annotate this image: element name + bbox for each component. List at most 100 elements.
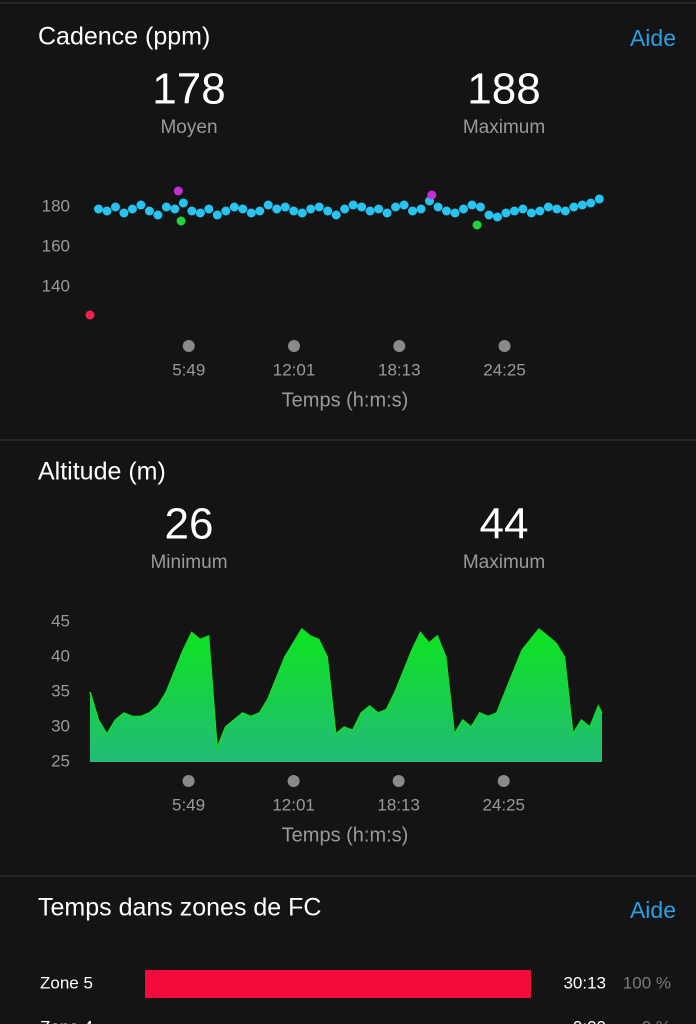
data-point (416, 204, 426, 214)
data-point (127, 204, 137, 214)
data-point (475, 202, 485, 212)
x-tick-dot (182, 340, 195, 352)
data-point (93, 204, 103, 214)
data-point (408, 206, 418, 216)
x-tick-label: 12:01 (272, 795, 315, 814)
y-tick-label: 160 (42, 236, 70, 255)
data-point (569, 202, 579, 212)
stat-value: 178 (152, 65, 225, 114)
data-point (365, 206, 375, 216)
data-point (433, 202, 443, 212)
data-point (314, 202, 324, 212)
stat-label: Maximum (463, 552, 545, 573)
data-point (586, 198, 596, 208)
data-point (297, 208, 307, 218)
data-point (492, 212, 502, 222)
data-point (391, 202, 401, 212)
data-point (204, 204, 214, 214)
y-tick-label: 25 (51, 751, 70, 770)
x-axis-label: Temps (h:m:s) (282, 824, 409, 846)
x-tick-dot (393, 340, 406, 352)
data-point (331, 210, 341, 220)
section-title: Temps dans zones de FC (38, 894, 321, 922)
x-tick-label: 24:25 (482, 795, 525, 814)
data-point (176, 216, 186, 226)
data-point (102, 206, 112, 216)
section-title: Cadence (ppm) (38, 23, 210, 51)
data-point (323, 206, 333, 216)
data-point (399, 200, 409, 210)
data-point (459, 204, 469, 214)
x-tick-dot (182, 775, 195, 787)
help-link[interactable]: Aide (630, 897, 676, 923)
help-link[interactable]: Aide (630, 25, 676, 51)
area (90, 629, 602, 762)
data-point (289, 206, 299, 216)
data-point (136, 200, 146, 210)
data-point (442, 206, 452, 216)
x-tick-label: 18:13 (378, 360, 421, 379)
data-point (221, 206, 231, 216)
data-point (153, 210, 163, 220)
x-tick-label: 12:01 (273, 360, 316, 379)
data-point (357, 202, 367, 212)
data-point (173, 186, 183, 196)
data-point (509, 206, 519, 216)
data-point (229, 202, 239, 212)
data-point (560, 206, 570, 216)
data-point (212, 210, 222, 220)
x-tick-label: 5:49 (172, 795, 205, 814)
zone-name: Zone 4 (40, 1017, 93, 1024)
data-point (467, 200, 477, 210)
data-point (340, 204, 350, 214)
y-tick-label: 35 (51, 681, 70, 700)
data-point (374, 204, 384, 214)
data-point (255, 206, 265, 216)
data-point (535, 206, 545, 216)
data-point (280, 202, 290, 212)
zone-time: 0:00 (573, 1017, 606, 1024)
data-point (552, 204, 562, 214)
x-tick-dot (288, 340, 301, 352)
data-point (110, 202, 120, 212)
zone-time: 30:13 (563, 973, 606, 992)
data-point (450, 208, 460, 218)
x-tick-dot (287, 775, 300, 787)
y-tick-label: 30 (51, 716, 70, 735)
x-tick-label: 18:13 (377, 795, 420, 814)
x-tick-dot (498, 340, 511, 352)
data-point (238, 204, 248, 214)
data-point (577, 200, 587, 210)
data-point (518, 204, 528, 214)
y-tick-label: 140 (42, 276, 70, 295)
y-tick-label: 180 (42, 196, 70, 215)
data-point (472, 220, 482, 230)
stat-label: Moyen (160, 117, 217, 138)
x-tick-dot (392, 775, 405, 787)
data-point (484, 210, 494, 220)
data-point (501, 208, 511, 218)
data-point (246, 208, 256, 218)
stat-value: 188 (467, 65, 540, 114)
zone-percent: 100 % (623, 973, 671, 992)
data-point (594, 194, 604, 204)
data-point (119, 208, 129, 218)
area-edge (89, 627, 603, 749)
zone-percent: 0 % (642, 1017, 671, 1024)
data-point (178, 198, 188, 208)
data-point (427, 190, 437, 200)
data-point (382, 208, 392, 218)
section-title: Altitude (m) (38, 458, 166, 486)
zone-bar (145, 970, 531, 998)
data-point (543, 202, 553, 212)
data-point (170, 204, 180, 214)
data-point (187, 206, 197, 216)
y-tick-label: 40 (51, 646, 70, 665)
x-tick-dot (497, 775, 510, 787)
y-tick-label: 45 (51, 611, 70, 630)
zone-name: Zone 5 (40, 973, 93, 992)
data-point (195, 208, 205, 218)
data-point (272, 204, 282, 214)
x-tick-label: 5:49 (172, 360, 205, 379)
